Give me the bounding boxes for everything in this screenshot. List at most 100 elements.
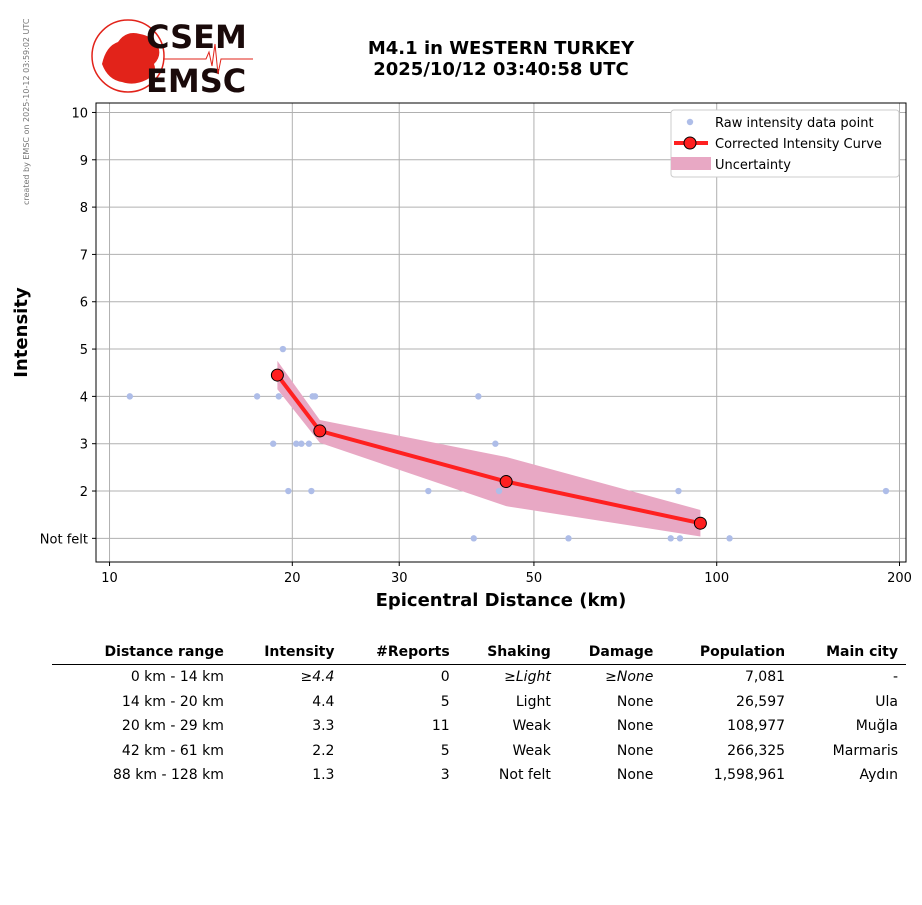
title-line-time: 2025/10/12 03:40:58 UTC <box>373 59 629 80</box>
raw-data-point <box>305 440 313 447</box>
logo-text-csem: CSEM <box>146 18 247 56</box>
raw-data-point <box>293 440 300 447</box>
table-header-row: Distance range Intensity #Reports Shaking Da… <box>52 640 906 665</box>
table-cell: 7,081 <box>744 669 786 686</box>
raw-data-point <box>269 440 277 447</box>
y-tick-label: 5 <box>80 343 88 358</box>
table-cell: Ula <box>875 693 898 710</box>
logo-text-emsc: EMSC <box>146 62 246 98</box>
table-cell: 3 <box>440 767 450 784</box>
x-tick-label: 100 <box>704 571 729 586</box>
intensity-chart: 10 20 30 50 100 200 Not felt 2 3 4 5 6 7 8 9 10 Epicentr… <box>11 102 912 611</box>
raw-data-point <box>126 393 134 400</box>
table-cell: 2.2 <box>312 742 335 759</box>
emsc-logo: CSEM EMSC <box>91 18 253 98</box>
y-tick-label: Not felt <box>40 532 88 547</box>
intensity-table: Distance range Intensity #Reports Shaking Da… <box>52 640 906 788</box>
legend-curve-marker <box>683 136 697 150</box>
table-cell: Not felt <box>498 767 551 784</box>
x-tick-label: 50 <box>526 571 543 586</box>
y-tick-label: 2 <box>80 485 88 500</box>
table-cell: None <box>616 693 654 710</box>
raw-data-point <box>279 345 287 353</box>
legend-raw-marker <box>686 118 694 126</box>
raw-data-point <box>425 487 432 495</box>
table-cell: 1.3 <box>312 767 335 784</box>
table-header-cell: Damage <box>558 640 662 665</box>
table-cell: 88 km - 128 km <box>113 767 224 784</box>
table-cell: Muğla <box>855 718 898 735</box>
corrected-curve-line <box>275 373 701 526</box>
table-cell: None <box>616 718 654 735</box>
corrected-curve-point <box>313 424 327 438</box>
table-cell: 11 <box>431 718 450 735</box>
chart-title: M4.1 in WESTERN TURKEY 2025/10/12 03:40:… <box>300 38 702 80</box>
raw-data-point <box>253 393 261 400</box>
y-tick-label: 4 <box>80 390 88 405</box>
raw-data-point <box>882 487 890 495</box>
x-tick-label: 30 <box>391 571 408 586</box>
raw-data-point <box>676 535 684 542</box>
corrected-curve-point <box>693 516 707 530</box>
x-tick-label: 20 <box>284 571 301 586</box>
table-cell: None <box>616 742 654 759</box>
table-cell: 108,977 <box>727 718 786 735</box>
legend-uncertainty-swatch <box>671 157 711 170</box>
raw-data-point <box>492 440 499 447</box>
table-cell: 20 km - 29 km <box>121 718 224 735</box>
table-cell: 5 <box>440 693 450 710</box>
raw-data-point <box>275 393 282 400</box>
table-header-cell: Intensity <box>231 640 343 665</box>
table-cell: 3.3 <box>312 718 335 735</box>
seismograph-line-icon <box>163 43 253 75</box>
raw-data-point <box>726 535 733 542</box>
y-tick-label: 8 <box>80 201 88 216</box>
table-cell: 26,597 <box>736 693 786 710</box>
table-cell: Weak <box>512 742 551 759</box>
europe-map-icon <box>102 33 160 84</box>
table-row: 14 km - 20 km 4.4 5 Light None 26,597 Ula <box>52 690 906 715</box>
table-cell: 42 km - 61 km <box>121 742 224 759</box>
table-header-cell: Shaking <box>457 640 559 665</box>
table-cell: Aydın <box>859 767 898 784</box>
legend-box <box>670 109 900 178</box>
table-cell: 4.4 <box>312 693 335 710</box>
legend-uncertainty-label: Uncertainty <box>715 158 791 173</box>
raw-data-point <box>285 487 292 495</box>
table-cell: 266,325 <box>727 742 786 759</box>
table-cell: 1,598,961 <box>713 767 786 784</box>
table-row: 0 km - 14 km ≥4.4 0 ≥Light ≥None 7,081 - <box>52 665 906 690</box>
table-cell: Light <box>515 693 551 710</box>
y-tick-label: 10 <box>71 106 88 121</box>
table-cell: Marmaris <box>832 742 898 759</box>
x-tick-label: 10 <box>101 571 118 586</box>
table-cell: 5 <box>440 742 450 759</box>
y-tick-label: 3 <box>80 438 88 453</box>
raw-data-point <box>470 535 477 542</box>
table-cell: 0 <box>440 669 450 686</box>
x-axis-label: Epicentral Distance (km) <box>376 590 627 611</box>
legend-raw-label: Raw intensity data point <box>715 116 874 131</box>
raw-data-point <box>475 393 482 400</box>
table-cell: ≥4.4 <box>300 669 335 686</box>
table-cell: Weak <box>512 718 551 735</box>
y-tick-label: 7 <box>80 248 88 263</box>
raw-data-point <box>311 393 319 400</box>
table-header-cell: Main city <box>793 640 906 665</box>
corrected-curve-point <box>270 368 284 382</box>
table-row: 20 km - 29 km 3.3 11 Weak None 108,977 Muğla <box>52 714 906 739</box>
y-axis-label: Intensity <box>11 287 32 378</box>
table-cell: - <box>892 669 898 686</box>
globe-icon <box>91 19 165 93</box>
raw-data-point <box>298 440 305 447</box>
raw-data-point <box>675 487 682 495</box>
table-row: 42 km - 61 km 2.2 5 Weak None 266,325 Marmaris <box>52 739 906 764</box>
uncertainty-band <box>277 360 701 537</box>
table-cell: 14 km - 20 km <box>121 693 224 710</box>
table-cell: ≥None <box>605 669 654 686</box>
y-tick-label: 6 <box>80 296 88 311</box>
corrected-curve-point <box>499 475 513 489</box>
raw-data-point <box>667 535 674 542</box>
table-cell: ≥Light <box>504 669 551 686</box>
y-tick-label: 9 <box>80 154 88 169</box>
